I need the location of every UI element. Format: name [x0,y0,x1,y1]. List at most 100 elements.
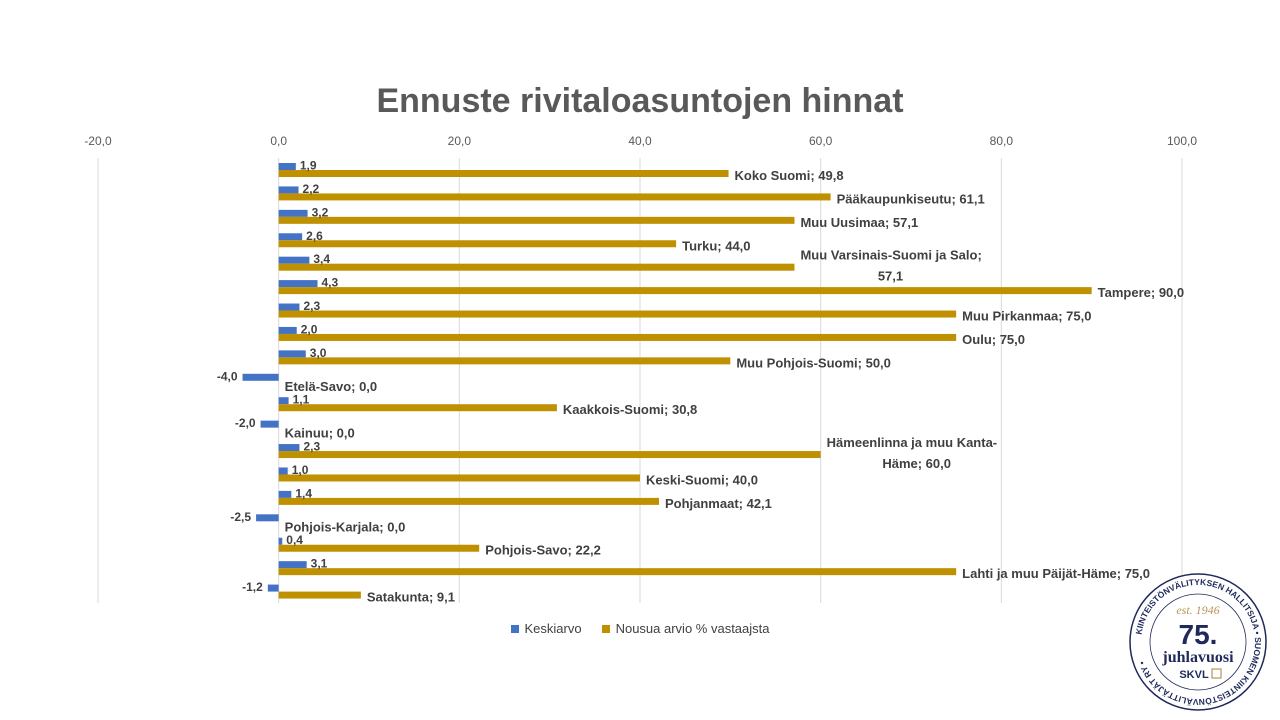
bar-nousua [278,263,795,271]
x-tick-label: 0,0 [270,134,287,148]
legend-swatch-keskiarvo [510,624,519,633]
data-label-nousua-line2: 57,1 [878,269,903,284]
bar-nousua [278,216,795,224]
data-label-nousua: Etelä-Savo; 0,0 [285,379,378,394]
legend-item-keskiarvo[interactable]: Keskiarvo [510,621,582,636]
bar-nousua [278,193,831,201]
bar-keskiarvo [278,280,318,288]
data-label-nousua: Tampere; 90,0 [1098,285,1184,300]
bar-keskiarvo [267,584,279,592]
bar-nousua [278,310,957,318]
data-labels: 1,9 Koko Suomi; 49,8 2,2 Pääkaupunkiseutu; … [217,159,1184,605]
bar-keskiarvo [278,209,308,217]
seal-number: 75. [1179,619,1218,650]
data-label-keskiarvo: 4,3 [322,276,339,290]
data-label-nousua: Muu Varsinais-Suomi ja Salo; [800,248,981,263]
bar-keskiarvo [260,420,279,428]
data-label-keskiarvo: 2,6 [306,229,323,243]
x-tick-label: 40,0 [628,134,652,148]
data-label-nousua: Koko Suomi; 49,8 [735,168,844,183]
bar-nousua [278,240,677,248]
data-label-nousua: Pohjanmaat; 42,1 [665,496,772,511]
data-label-nousua: Turku; 44,0 [682,238,750,253]
data-label-keskiarvo: 1,1 [293,393,310,407]
data-label-nousua: Oulu; 75,0 [962,332,1025,347]
bar-keskiarvo [278,467,288,475]
bar-keskiarvo [278,303,300,311]
data-label-keskiarvo: -2,5 [230,510,251,524]
data-label-nousua: Hämeenlinna ja muu Kanta- [827,435,997,450]
data-label-nousua: Satakunta; 9,1 [367,590,455,605]
bar-nousua [278,474,640,482]
data-label-nousua: Keski-Suomi; 40,0 [646,472,758,487]
x-tick-label: 100,0 [1167,134,1197,148]
seal-brand: SKVL [1179,669,1209,681]
bar-keskiarvo [278,350,306,358]
data-label-keskiarvo: 3,0 [310,346,327,360]
data-label-nousua: Pohjois-Savo; 22,2 [485,543,601,558]
data-label-keskiarvo: 3,1 [311,557,328,571]
bar-keskiarvo [278,326,297,334]
data-label-nousua: Pääkaupunkiseutu; 61,1 [837,191,985,206]
bar-nousua [278,404,557,412]
bar-keskiarvo [278,537,283,545]
x-tick-label: 80,0 [990,134,1014,148]
data-label-nousua-line2: Häme; 60,0 [882,456,951,471]
legend-label-nousua: Nousua arvio % vastaajsta [615,621,770,636]
data-label-nousua: Kainuu; 0,0 [285,426,355,441]
legend-label-keskiarvo: Keskiarvo [524,621,582,636]
data-label-keskiarvo: 3,4 [313,252,330,266]
bar-nousua [278,287,1092,295]
bar-nousua [278,170,729,177]
data-label-keskiarvo: 2,3 [303,440,320,454]
bar-keskiarvo [278,490,292,498]
legend-swatch-nousua [601,624,610,633]
bar-nousua [278,497,659,505]
legend-item-nousua[interactable]: Nousua arvio % vastaajsta [601,621,770,636]
bar-nousua [278,357,731,365]
anniversary-seal-logo: KIINTEISTÖNVÄLITYKSEN HALLITSIJA • SUOME… [1129,573,1267,711]
bar-nousua [278,591,361,599]
bar-keskiarvo [278,561,307,569]
bars [242,163,1092,599]
data-label-keskiarvo: 0,4 [286,533,303,547]
data-label-keskiarvo: 2,0 [301,322,318,336]
bar-keskiarvo [256,514,279,522]
bar-keskiarvo [278,233,303,241]
bar-nousua [278,333,957,341]
data-label-nousua: Kaakkois-Suomi; 30,8 [563,402,697,417]
data-label-keskiarvo: 2,3 [303,299,320,313]
bar-keskiarvo [278,256,310,264]
x-tick-label: 60,0 [809,134,833,148]
seal-est: est. 1946 [1176,603,1219,617]
data-label-nousua: Muu Uusimaa; 57,1 [800,215,918,230]
x-tick-label: -20,0 [84,134,112,148]
data-label-keskiarvo: 3,2 [312,205,329,219]
data-label-keskiarvo: -4,0 [217,369,238,383]
data-label-nousua: Muu Pohjois-Suomi; 50,0 [736,355,891,370]
bar-keskiarvo [278,186,299,194]
data-label-keskiarvo: 1,4 [295,486,312,500]
bar-nousua [278,568,957,576]
x-tick-label: 20,0 [448,134,472,148]
chart-title: Ennuste rivitaloasuntojen hinnat [376,82,904,120]
data-label-keskiarvo: 1,0 [292,463,309,477]
data-label-nousua: Lahti ja muu Päijät-Häme; 75,0 [962,566,1150,581]
house-icon [1211,668,1222,679]
legend: Keskiarvo Nousua arvio % vastaajsta [0,621,1280,636]
bar-keskiarvo [278,163,296,170]
x-axis-ticks: -20,0 0,0 20,0 40,0 60,0 80,0 100,0 [84,134,1197,148]
bar-keskiarvo [278,444,300,452]
data-label-keskiarvo: 1,9 [300,159,317,173]
seal-word: juhlavuosi [1161,649,1234,666]
data-label-nousua: Pohjois-Karjala; 0,0 [285,519,406,534]
bar-nousua [278,544,480,552]
data-label-keskiarvo: 2,2 [303,182,320,196]
data-label-keskiarvo: -1,2 [242,580,263,594]
bar-keskiarvo [278,397,289,405]
bar-keskiarvo [242,373,279,381]
data-label-nousua: Muu Pirkanmaa; 75,0 [962,309,1091,324]
data-label-keskiarvo: -2,0 [235,416,256,430]
bar-nousua [278,451,821,459]
